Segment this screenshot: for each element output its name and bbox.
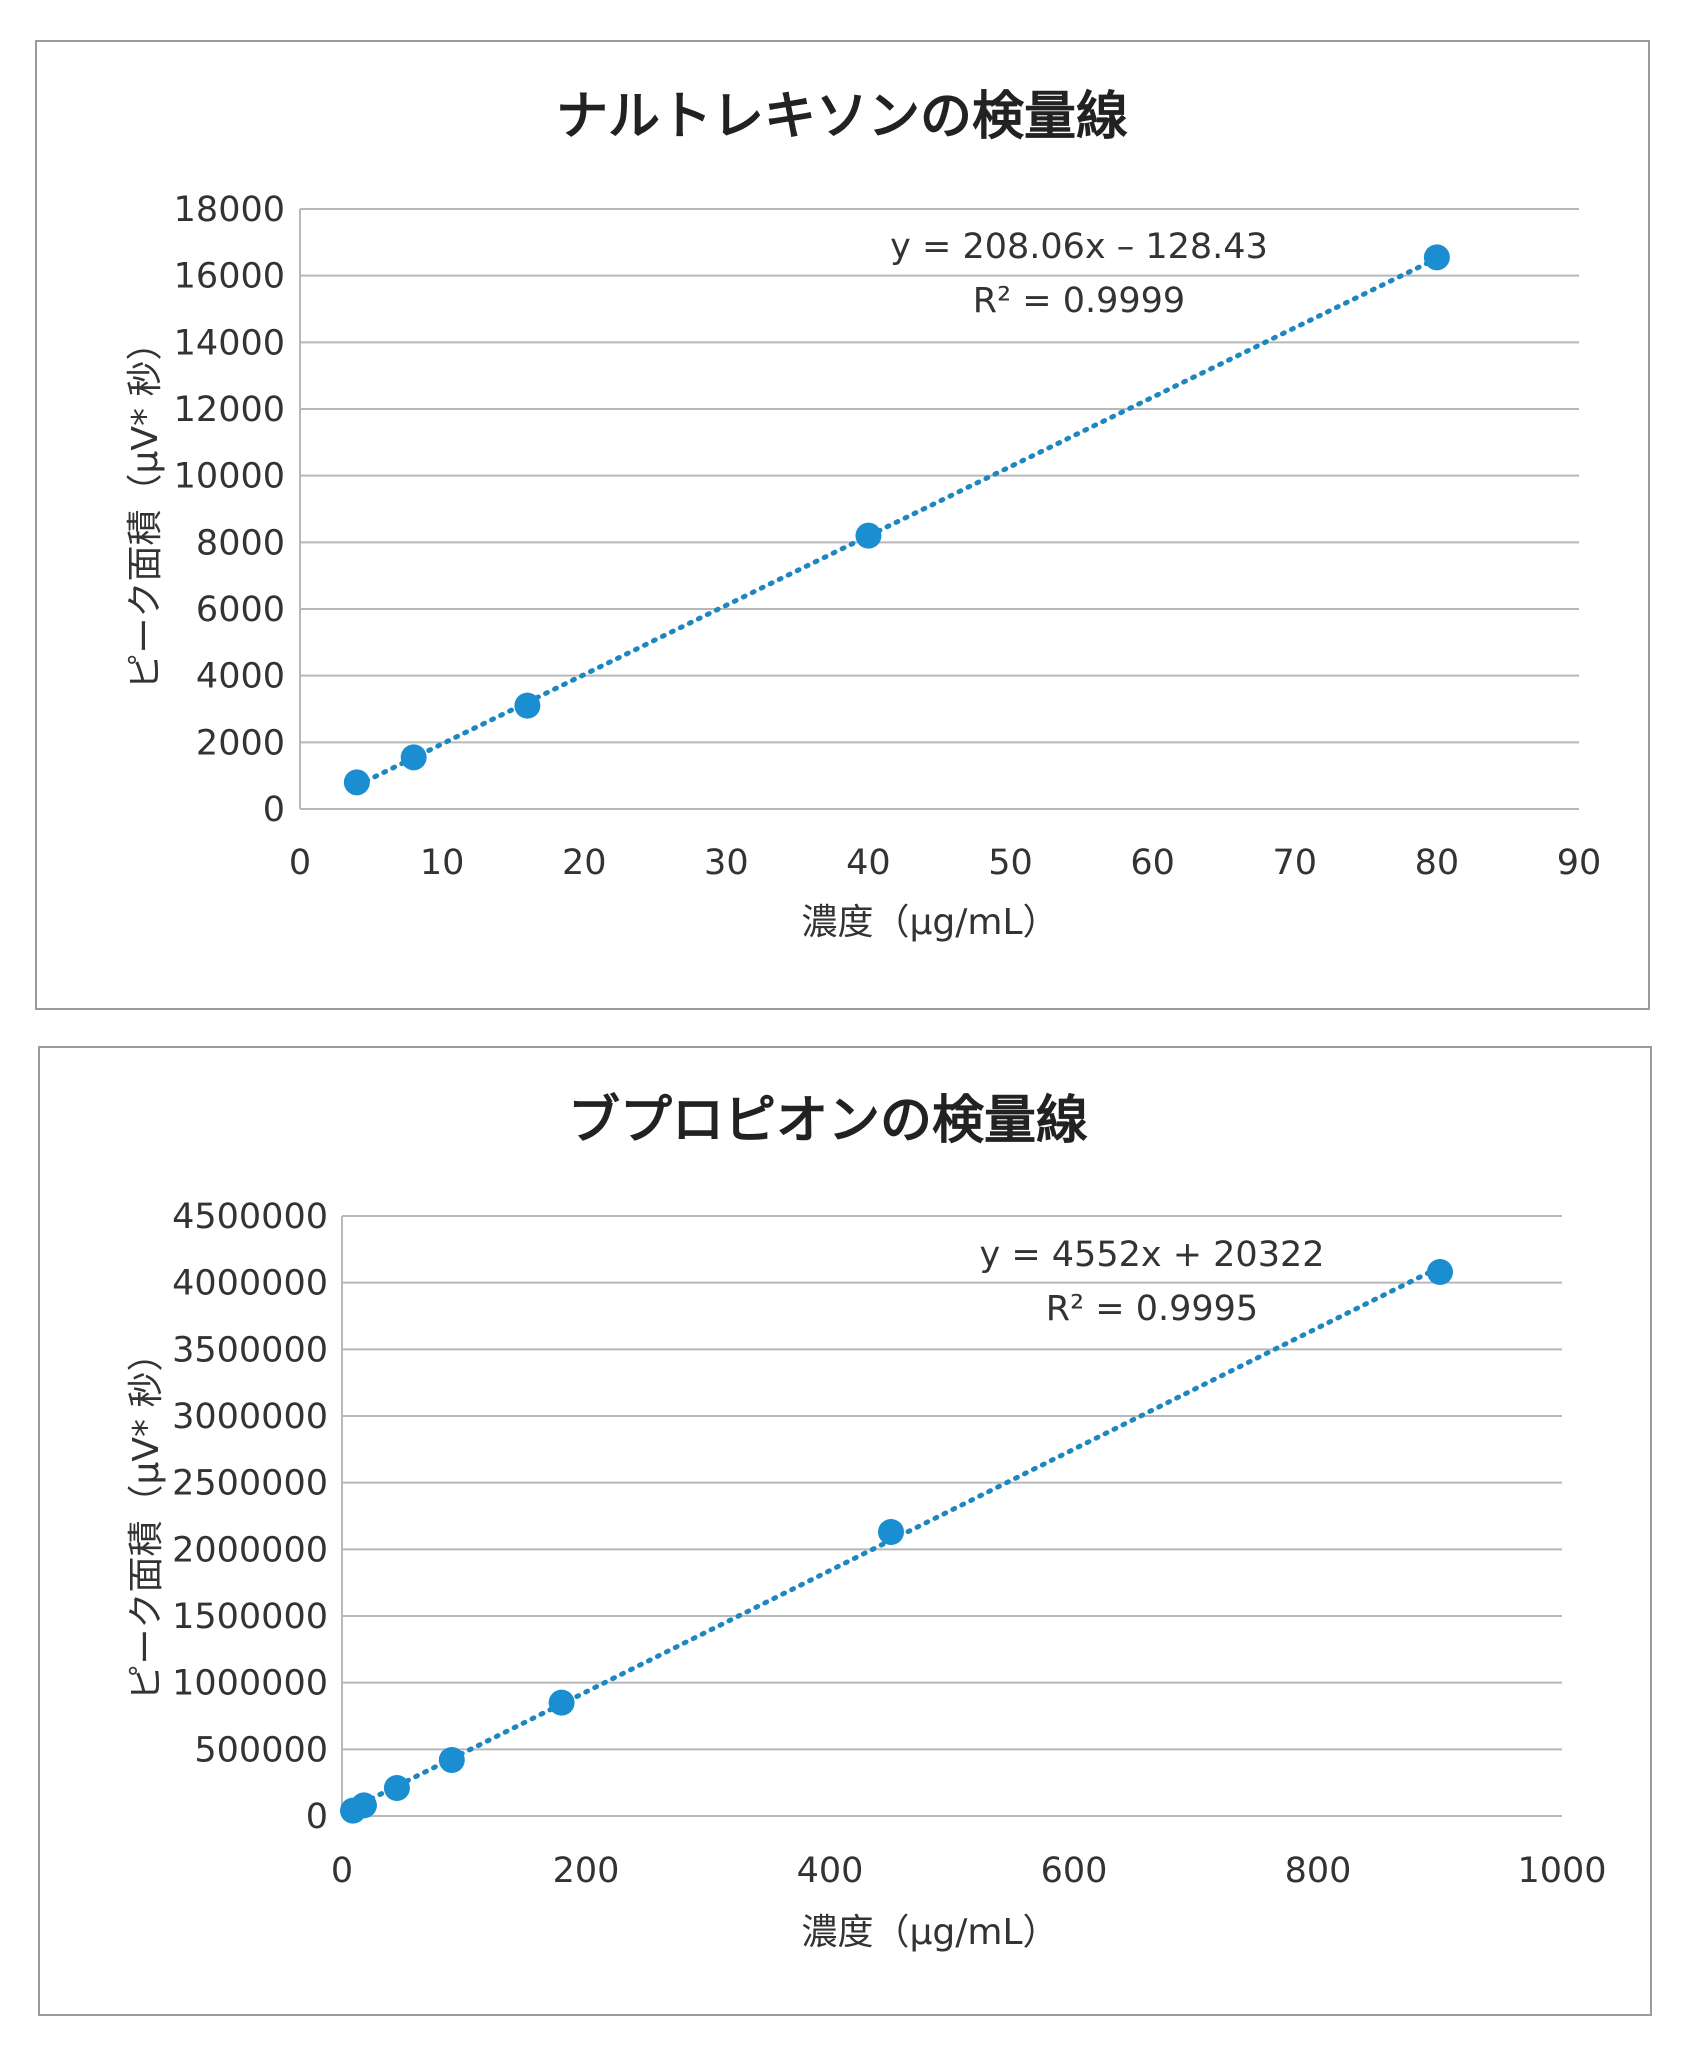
data-point — [548, 1689, 575, 1716]
y-tick-label: 16000 — [174, 257, 285, 297]
data-point — [1427, 1259, 1453, 1285]
grid — [341, 1215, 1562, 1817]
y-axis-title: ピーク面積（μV* 秒） — [125, 325, 166, 690]
x-tick-label: 0 — [331, 1851, 353, 1891]
trend-equation: y = 4552x + 20322 — [980, 1235, 1325, 1275]
y-tick-label: 4000000 — [172, 1264, 328, 1304]
x-tick-label: 70 — [1273, 843, 1318, 883]
x-tick-label: 200 — [553, 1851, 620, 1891]
data-point — [343, 769, 370, 796]
x-tick-label: 20 — [562, 843, 607, 883]
data-point — [400, 744, 427, 771]
x-axis-title: 濃度（μg/mL） — [801, 1912, 1058, 1953]
y-tick-label: 3000000 — [172, 1397, 328, 1437]
y-tick-label: 6000 — [196, 590, 285, 630]
x-tick-label: 10 — [420, 843, 465, 883]
data-point — [878, 1519, 904, 1545]
y-tick-label: 2500000 — [172, 1464, 328, 1504]
y-tick-label: 4000 — [196, 657, 285, 697]
y-tick-label: 1000000 — [172, 1664, 328, 1704]
data-point — [383, 1775, 410, 1801]
y-tick-label: 14000 — [174, 323, 285, 363]
x-tick-label: 80 — [1415, 843, 1460, 883]
chart-naltrexone: ナルトレキソンの検量線 0 2000 4000 6000 8000 10000 12000 1… — [125, 87, 1601, 943]
r-squared: R² = 0.9995 — [1046, 1289, 1258, 1329]
chart-title: ブプロピオンの検量線 — [568, 1091, 1088, 1151]
trend-equation: y = 208.06x – 128.43 — [890, 227, 1268, 267]
data-point — [514, 692, 541, 719]
data-point — [438, 1747, 465, 1773]
chart-panel-bupropion: ブプロピオンの検量線 0 500000 1000000 1500000 2000000 2… — [38, 1046, 1652, 2016]
data-point — [1423, 244, 1450, 271]
x-tick-label: 400 — [797, 1851, 864, 1891]
x-tick-label: 0 — [289, 843, 311, 883]
grid — [299, 208, 1579, 810]
x-tick-label: 1000 — [1517, 1851, 1606, 1891]
y-tick-label: 0 — [306, 1797, 328, 1837]
x-tick-label: 600 — [1041, 1851, 1108, 1891]
trendline — [350, 1264, 1443, 1811]
y-tick-label: 10000 — [174, 457, 285, 497]
y-tick-label: 2000 — [196, 723, 285, 763]
y-tick-label: 0 — [263, 790, 285, 830]
y-tick-label: 18000 — [174, 190, 285, 230]
y-tick-label: 4500000 — [172, 1197, 328, 1237]
y-tick-label: 500000 — [194, 1730, 328, 1770]
x-ticks: 0 200 400 600 800 1000 — [331, 1851, 1607, 1891]
y-tick-label: 3500000 — [172, 1330, 328, 1370]
x-tick-label: 800 — [1285, 1851, 1352, 1891]
y-axis-title: ピーク面積（μV* 秒） — [126, 1336, 167, 1701]
points-group — [339, 1259, 1453, 1824]
trendline-group — [350, 1264, 1443, 1811]
x-tick-label: 50 — [988, 843, 1033, 883]
r-squared: R² = 0.9999 — [973, 281, 1185, 321]
y-ticks: 0 500000 1000000 1500000 2000000 2500000 30000… — [172, 1197, 328, 1837]
chart-title: ナルトレキソンの検量線 — [556, 87, 1128, 147]
x-tick-label: 60 — [1130, 843, 1175, 883]
data-point — [350, 1792, 377, 1819]
y-ticks: 0 2000 4000 6000 8000 10000 12000 14000 16000 180… — [174, 190, 285, 830]
x-tick-label: 90 — [1557, 843, 1602, 883]
y-tick-label: 2000000 — [172, 1530, 328, 1570]
y-tick-label: 1500000 — [172, 1597, 328, 1637]
x-ticks: 0 10 20 30 40 50 60 70 80 90 — [289, 843, 1601, 883]
x-axis-title: 濃度（μg/mL） — [801, 902, 1058, 943]
y-tick-label: 12000 — [174, 390, 285, 430]
chart-bupropion: ブプロピオンの検量線 0 500000 1000000 1500000 2000000 2… — [126, 1091, 1607, 1953]
points-group — [343, 244, 1450, 796]
x-tick-label: 40 — [846, 843, 891, 883]
chart-panel-naltrexone: ナルトレキソンの検量線 0 2000 4000 6000 8000 10000 12000 1… — [35, 40, 1650, 1010]
x-tick-label: 30 — [704, 843, 749, 883]
y-tick-label: 8000 — [196, 523, 285, 563]
data-point — [855, 522, 882, 549]
